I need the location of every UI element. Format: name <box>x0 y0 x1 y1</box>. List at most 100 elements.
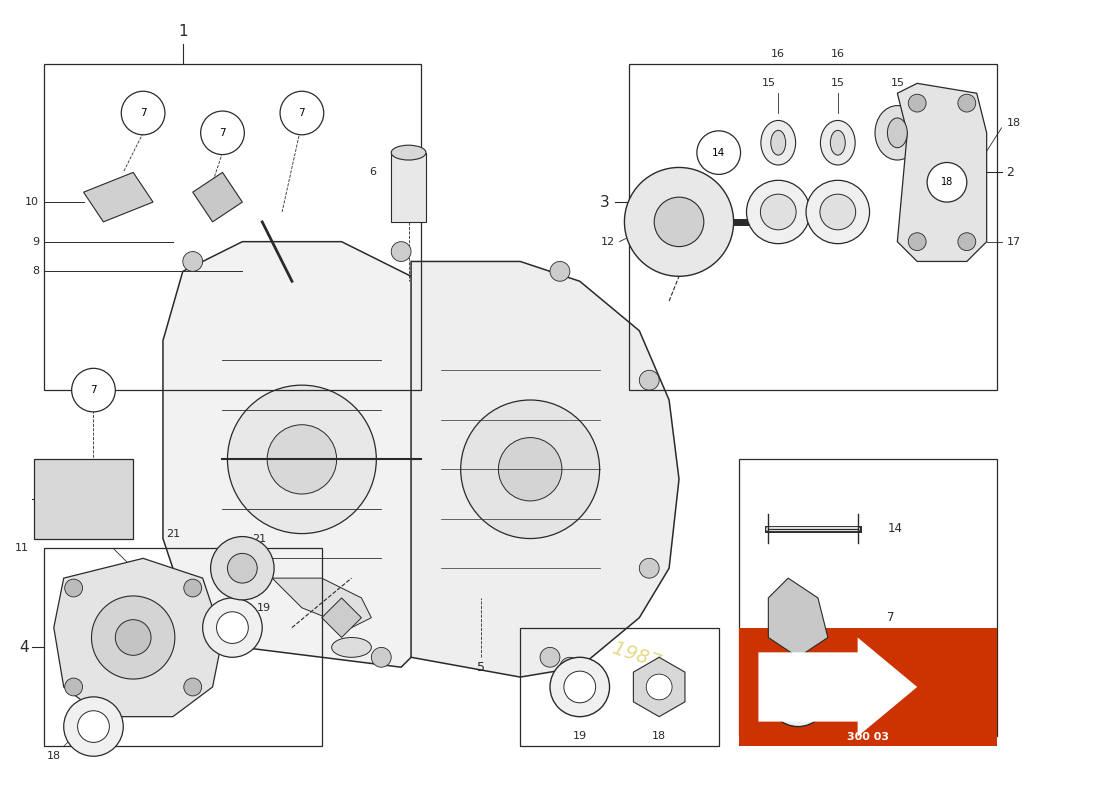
Polygon shape <box>163 242 421 667</box>
Text: a passion for parts since 1987: a passion for parts since 1987 <box>377 563 663 672</box>
Circle shape <box>72 368 116 412</box>
Circle shape <box>639 370 659 390</box>
Circle shape <box>768 667 828 726</box>
Bar <box>44 549 321 746</box>
Text: 14: 14 <box>712 148 725 158</box>
Polygon shape <box>634 658 685 717</box>
Circle shape <box>91 596 175 679</box>
Ellipse shape <box>771 130 785 155</box>
Circle shape <box>909 94 926 112</box>
Circle shape <box>461 400 600 538</box>
Text: 7: 7 <box>888 611 895 624</box>
Text: 4: 4 <box>20 640 29 655</box>
Polygon shape <box>758 638 917 737</box>
Bar <box>44 63 421 390</box>
Bar <box>392 153 426 222</box>
Ellipse shape <box>761 121 795 165</box>
Text: 7: 7 <box>219 128 225 138</box>
Text: 2: 2 <box>1006 166 1014 179</box>
Circle shape <box>392 242 411 262</box>
Ellipse shape <box>332 638 372 658</box>
Ellipse shape <box>821 121 855 165</box>
Text: 15: 15 <box>830 78 845 88</box>
Polygon shape <box>898 83 987 262</box>
Circle shape <box>760 194 796 230</box>
Circle shape <box>121 91 165 134</box>
Circle shape <box>550 658 609 717</box>
Text: 6: 6 <box>370 167 376 178</box>
Circle shape <box>183 251 202 271</box>
Bar <box>738 628 997 746</box>
Text: 300 03: 300 03 <box>847 731 889 742</box>
Circle shape <box>217 612 249 643</box>
Circle shape <box>183 588 202 608</box>
Polygon shape <box>54 558 222 717</box>
Ellipse shape <box>874 106 920 160</box>
Circle shape <box>958 94 976 112</box>
Text: 18: 18 <box>652 731 667 742</box>
Text: 13: 13 <box>662 266 676 276</box>
Text: 18: 18 <box>46 751 60 762</box>
Circle shape <box>927 162 967 202</box>
Text: 17: 17 <box>1006 237 1021 246</box>
Circle shape <box>498 438 562 501</box>
Text: 3: 3 <box>600 194 609 210</box>
Circle shape <box>820 194 856 230</box>
Text: 1: 1 <box>178 24 188 39</box>
Circle shape <box>697 131 740 174</box>
Text: 21: 21 <box>252 534 266 543</box>
Circle shape <box>782 681 814 713</box>
Text: 18: 18 <box>940 178 953 187</box>
Circle shape <box>228 554 257 583</box>
Bar <box>520 628 718 746</box>
Circle shape <box>64 697 123 756</box>
Circle shape <box>202 598 262 658</box>
Text: 19: 19 <box>573 731 586 742</box>
Text: 18: 18 <box>1006 118 1021 128</box>
Circle shape <box>625 167 734 276</box>
Text: 16: 16 <box>771 49 785 58</box>
Polygon shape <box>411 262 679 677</box>
Text: EURO
PARTS: EURO PARTS <box>308 443 495 555</box>
Polygon shape <box>321 598 362 638</box>
Circle shape <box>280 91 323 134</box>
Text: 9: 9 <box>32 237 39 246</box>
Circle shape <box>540 647 560 667</box>
Ellipse shape <box>392 145 426 160</box>
Circle shape <box>747 180 810 244</box>
Circle shape <box>200 111 244 154</box>
Text: 14: 14 <box>888 522 902 535</box>
Circle shape <box>184 579 201 597</box>
Circle shape <box>267 425 337 494</box>
Text: 8: 8 <box>32 266 39 276</box>
Text: 19: 19 <box>257 603 272 613</box>
Text: 12: 12 <box>601 237 615 246</box>
Polygon shape <box>192 172 242 222</box>
Text: 7: 7 <box>90 385 97 395</box>
Text: 11: 11 <box>15 543 29 554</box>
Text: 20: 20 <box>87 529 100 538</box>
Polygon shape <box>84 172 153 222</box>
Circle shape <box>639 558 659 578</box>
Ellipse shape <box>830 130 845 155</box>
Circle shape <box>564 671 596 703</box>
Text: 10: 10 <box>25 197 39 207</box>
Text: 15: 15 <box>761 78 776 88</box>
Circle shape <box>116 620 151 655</box>
Text: 7: 7 <box>140 108 146 118</box>
Circle shape <box>654 197 704 246</box>
Circle shape <box>78 710 109 742</box>
Bar <box>738 459 997 737</box>
Bar <box>34 459 133 538</box>
Bar <box>629 63 997 390</box>
Text: 16: 16 <box>830 49 845 58</box>
Text: 5: 5 <box>476 661 484 674</box>
Polygon shape <box>768 578 828 658</box>
Circle shape <box>958 233 976 250</box>
Circle shape <box>647 674 672 700</box>
Text: 5: 5 <box>888 690 894 703</box>
Circle shape <box>560 658 580 677</box>
Circle shape <box>210 537 274 600</box>
Circle shape <box>372 647 392 667</box>
Text: 15: 15 <box>890 78 904 88</box>
